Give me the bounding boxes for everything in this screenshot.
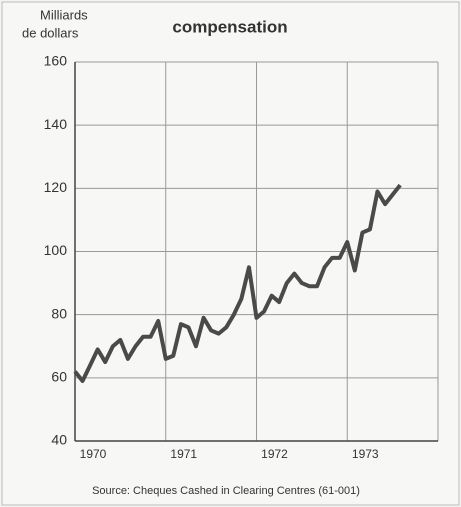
x-tick-label: 1973 xyxy=(352,447,379,461)
y-tick-label: 120 xyxy=(44,179,68,195)
y-tick-label: 40 xyxy=(51,432,67,448)
x-tick-label: 1970 xyxy=(80,447,107,461)
chart-title: compensation xyxy=(172,17,287,36)
y-axis-label: Milliards xyxy=(40,7,88,22)
y-tick-label: 60 xyxy=(51,369,67,385)
y-tick-label: 100 xyxy=(44,242,68,258)
x-tick-label: 1971 xyxy=(170,447,197,461)
data-line xyxy=(73,183,402,383)
y-tick-label: 140 xyxy=(44,116,68,132)
y-tick-label: 160 xyxy=(44,53,68,69)
y-tick-label: 80 xyxy=(51,305,67,321)
y-axis-label: de dollars xyxy=(22,25,79,40)
x-tick-label: 1972 xyxy=(261,447,288,461)
source: Source: Cheques Cashed in Clearing Centr… xyxy=(92,485,360,497)
